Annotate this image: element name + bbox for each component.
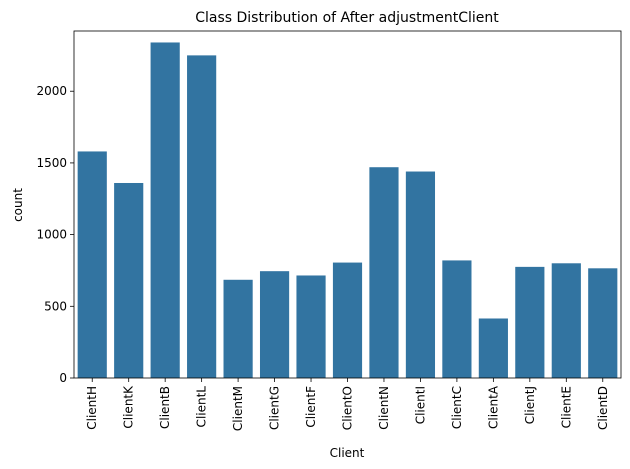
x-tick-label: ClientK <box>122 385 136 429</box>
bar-clientf <box>296 275 326 378</box>
bar-clientk <box>114 182 144 378</box>
bar-clienth <box>77 151 107 378</box>
bar-cliente <box>551 263 581 378</box>
x-tick-label: ClientE <box>559 386 573 428</box>
x-tick-label: ClientC <box>450 386 464 429</box>
bar-clientb <box>150 42 180 379</box>
bar-clientj <box>515 266 545 378</box>
x-tick-label: ClientN <box>377 386 391 430</box>
y-tick-label: 0 <box>59 371 67 385</box>
chart-title: Class Distribution of After adjustmentCl… <box>195 10 499 26</box>
y-tick-label: 1500 <box>36 156 67 170</box>
y-axis-label: count <box>11 188 25 222</box>
x-tick-label: ClientH <box>85 386 99 430</box>
x-tick-label: ClientL <box>195 386 209 428</box>
x-axis-label: Client <box>330 446 365 460</box>
bar-clienta <box>478 318 508 378</box>
bar-clientd <box>588 268 618 378</box>
x-tick-label: ClientM <box>231 386 245 431</box>
y-tick-label: 2000 <box>36 84 67 98</box>
y-axis: 0 500 1000 1500 2000 <box>36 84 74 385</box>
x-tick-label: ClientA <box>486 385 500 429</box>
x-tick-label: ClientG <box>268 386 282 430</box>
bar-clientn <box>369 167 399 378</box>
bars-group <box>77 42 618 379</box>
x-tick-label: ClientB <box>158 386 172 429</box>
x-tick-label: ClientI <box>413 386 427 424</box>
x-tick-label: ClientF <box>304 386 318 428</box>
y-tick-label: 1000 <box>36 228 67 242</box>
x-tick-label: ClientJ <box>523 386 537 424</box>
x-tick-label: ClientD <box>596 386 610 430</box>
x-tick-label: ClientO <box>341 386 355 430</box>
plot-frame <box>73 30 622 379</box>
y-tick-label: 500 <box>44 299 67 313</box>
bar-clientm <box>223 279 253 378</box>
bar-clienti <box>405 171 436 378</box>
x-axis: ClientH ClientK ClientB ClientL ClientM Clien… <box>85 378 610 431</box>
bar-clientg <box>259 271 290 378</box>
bar-cliento <box>332 262 363 378</box>
bar-clientc <box>442 260 472 378</box>
bar-clientl <box>187 55 217 378</box>
